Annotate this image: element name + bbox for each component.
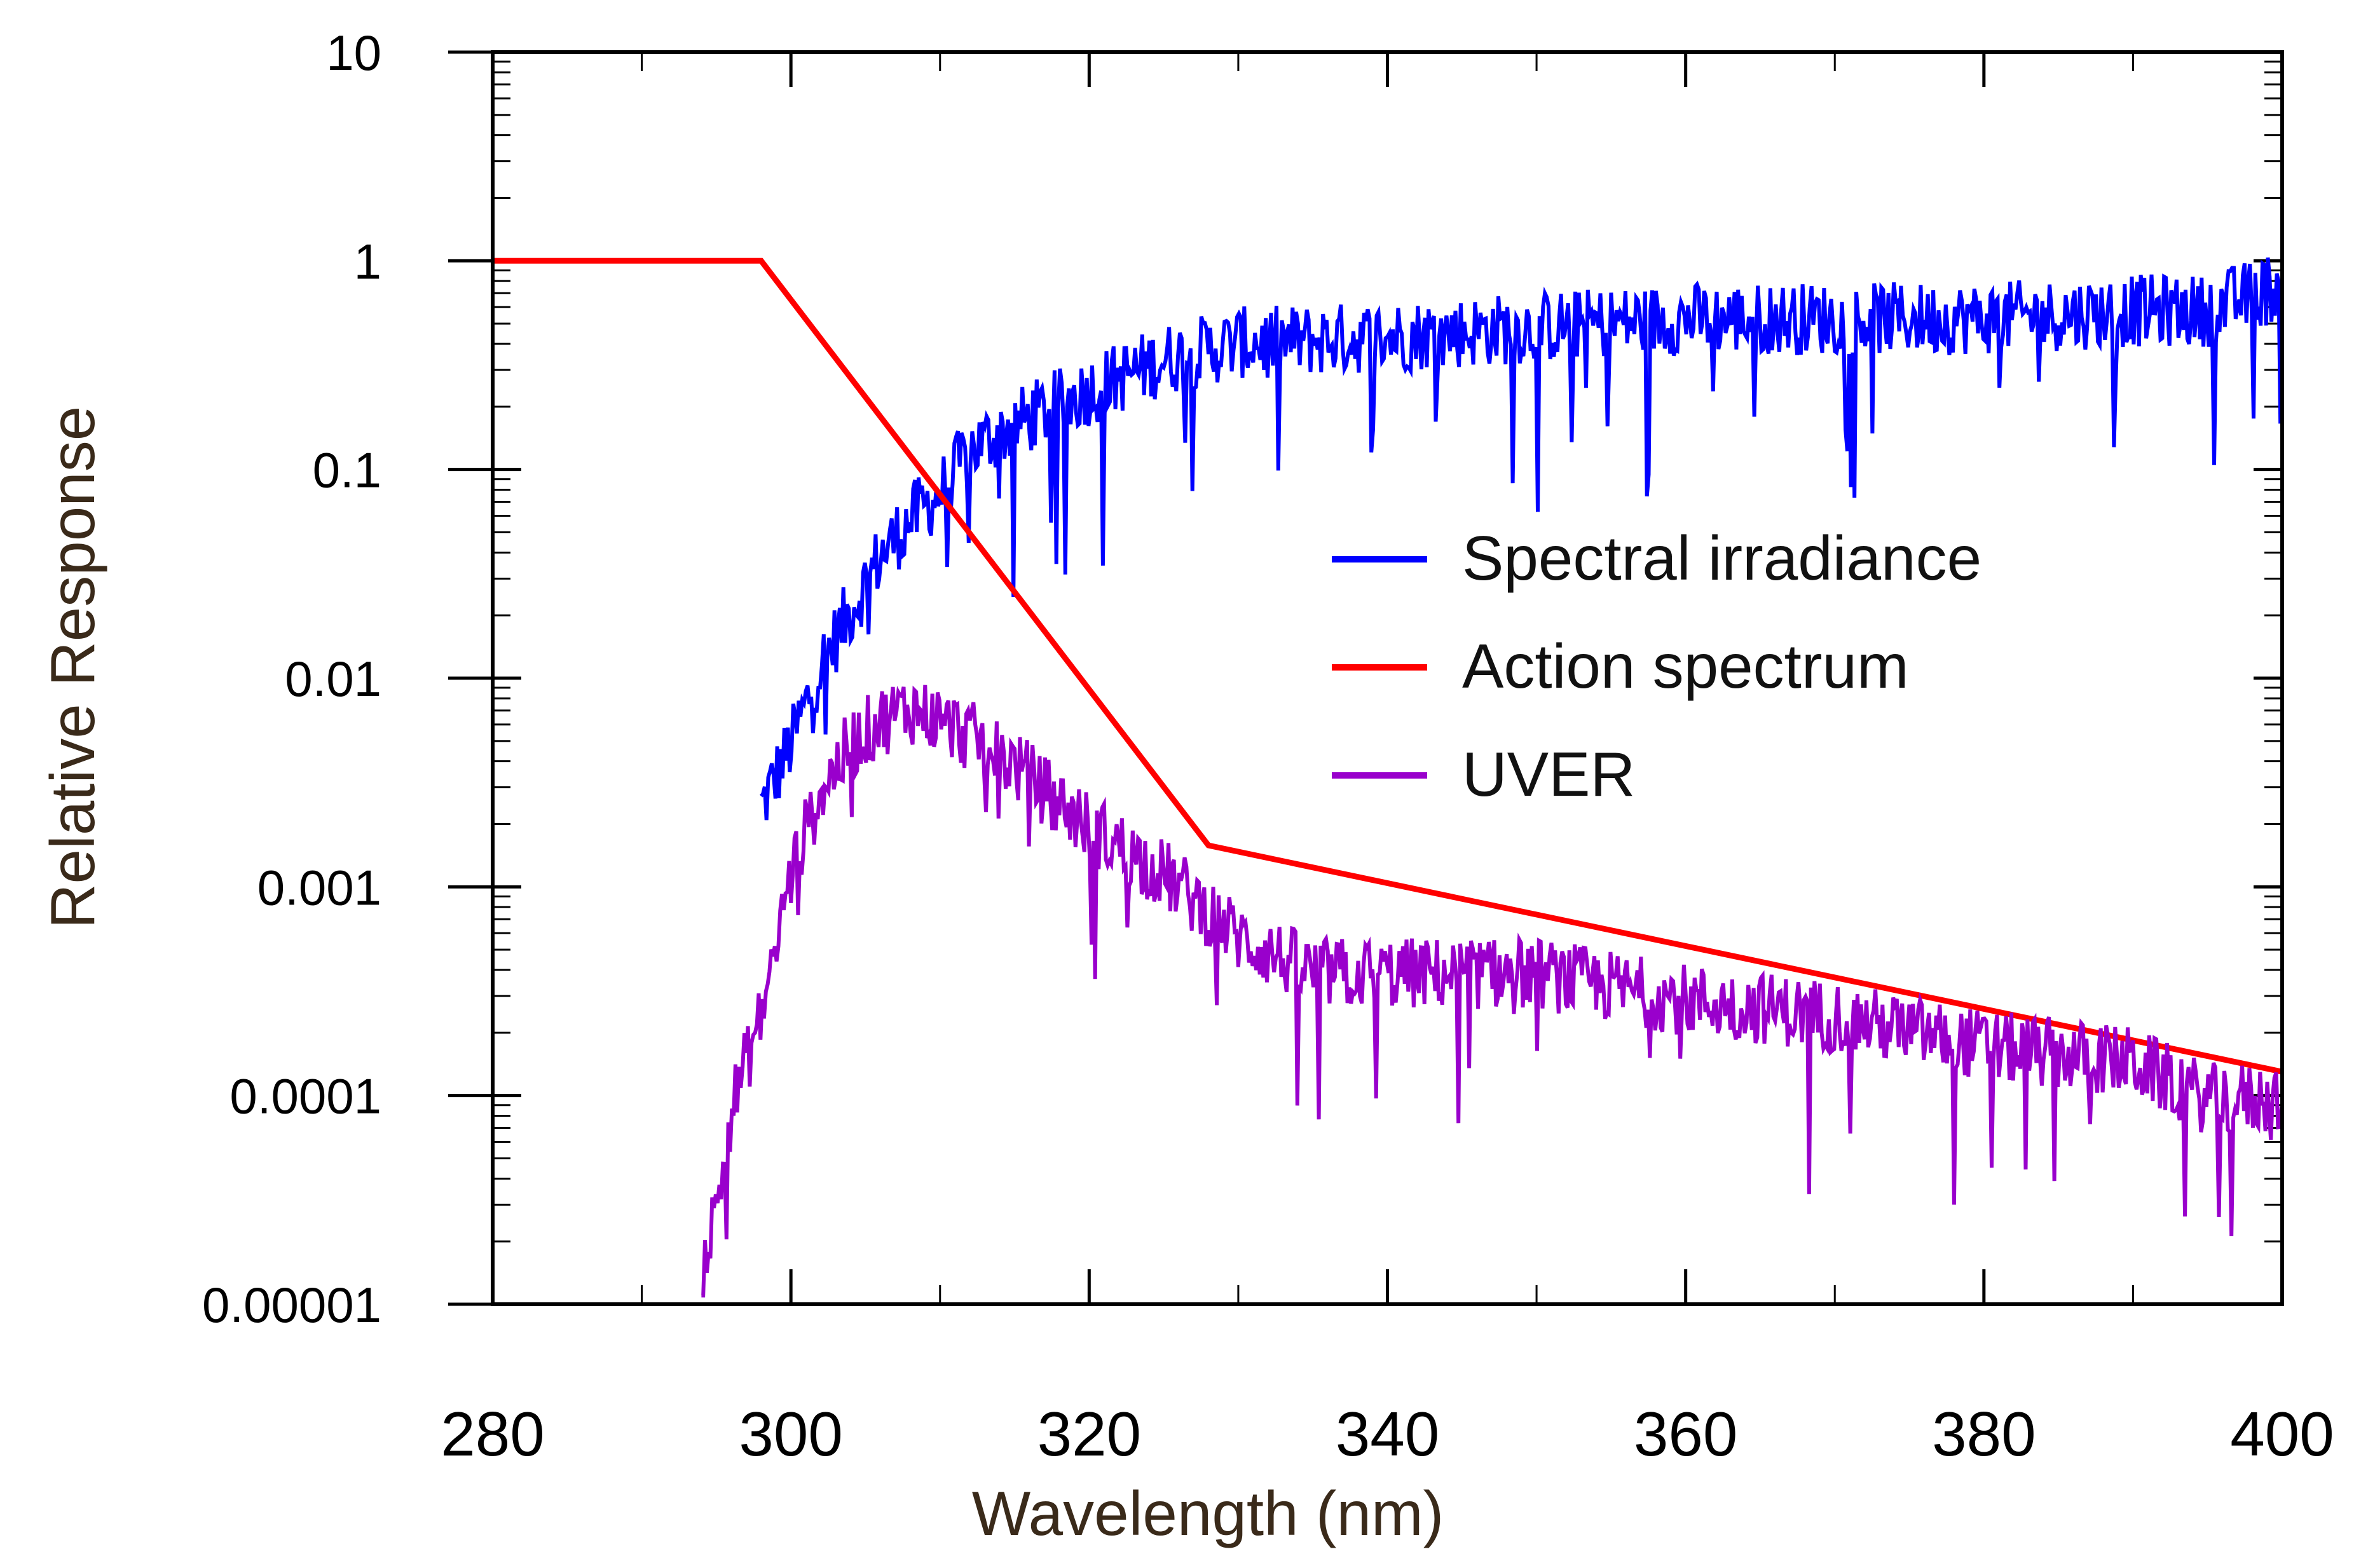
x-tick-label: 360 xyxy=(1634,1399,1738,1469)
plot-frame xyxy=(491,50,2284,1306)
legend-label: UVER xyxy=(1462,739,1635,809)
x-axis-title: Wavelength (nm) xyxy=(972,1478,1444,1548)
y-tick-label: 0.1 xyxy=(313,442,381,498)
y-tick-label: 1 xyxy=(354,233,381,289)
x-tick-label: 320 xyxy=(1037,1399,1142,1469)
minor-ticks xyxy=(493,52,2282,1304)
y-axis-title: Relative Response xyxy=(38,406,107,929)
legend: Spectral irradiance Action spectrum UVER xyxy=(1332,523,1981,809)
x-tick-labels: 280 300 320 340 360 380 400 xyxy=(441,1399,2334,1469)
y-tick-label: 0.00001 xyxy=(202,1277,381,1333)
x-tick-label: 400 xyxy=(2230,1399,2334,1469)
y-tick-label: 0.001 xyxy=(257,859,381,915)
series-line-1 xyxy=(493,257,2283,1075)
x-tick-label: 340 xyxy=(1336,1399,1440,1469)
y-tick-label: 0.01 xyxy=(285,651,381,707)
legend-label: Action spectrum xyxy=(1462,631,1909,701)
x-tick-label: 280 xyxy=(441,1399,545,1469)
major-ticks xyxy=(448,50,2284,1306)
y-tick-label: 10 xyxy=(326,25,381,81)
x-tick-label: 380 xyxy=(1932,1399,2036,1469)
series-line-0 xyxy=(760,257,2283,821)
y-tick-label: 0.0001 xyxy=(229,1068,381,1124)
x-tick-label: 300 xyxy=(739,1399,843,1469)
legend-label: Spectral irradiance xyxy=(1462,523,1981,593)
series-layer xyxy=(493,257,2284,1298)
series-line-2 xyxy=(701,685,2284,1298)
y-tick-labels: 0.00001 0.0001 0.001 0.01 0.1 1 10 xyxy=(202,25,381,1333)
